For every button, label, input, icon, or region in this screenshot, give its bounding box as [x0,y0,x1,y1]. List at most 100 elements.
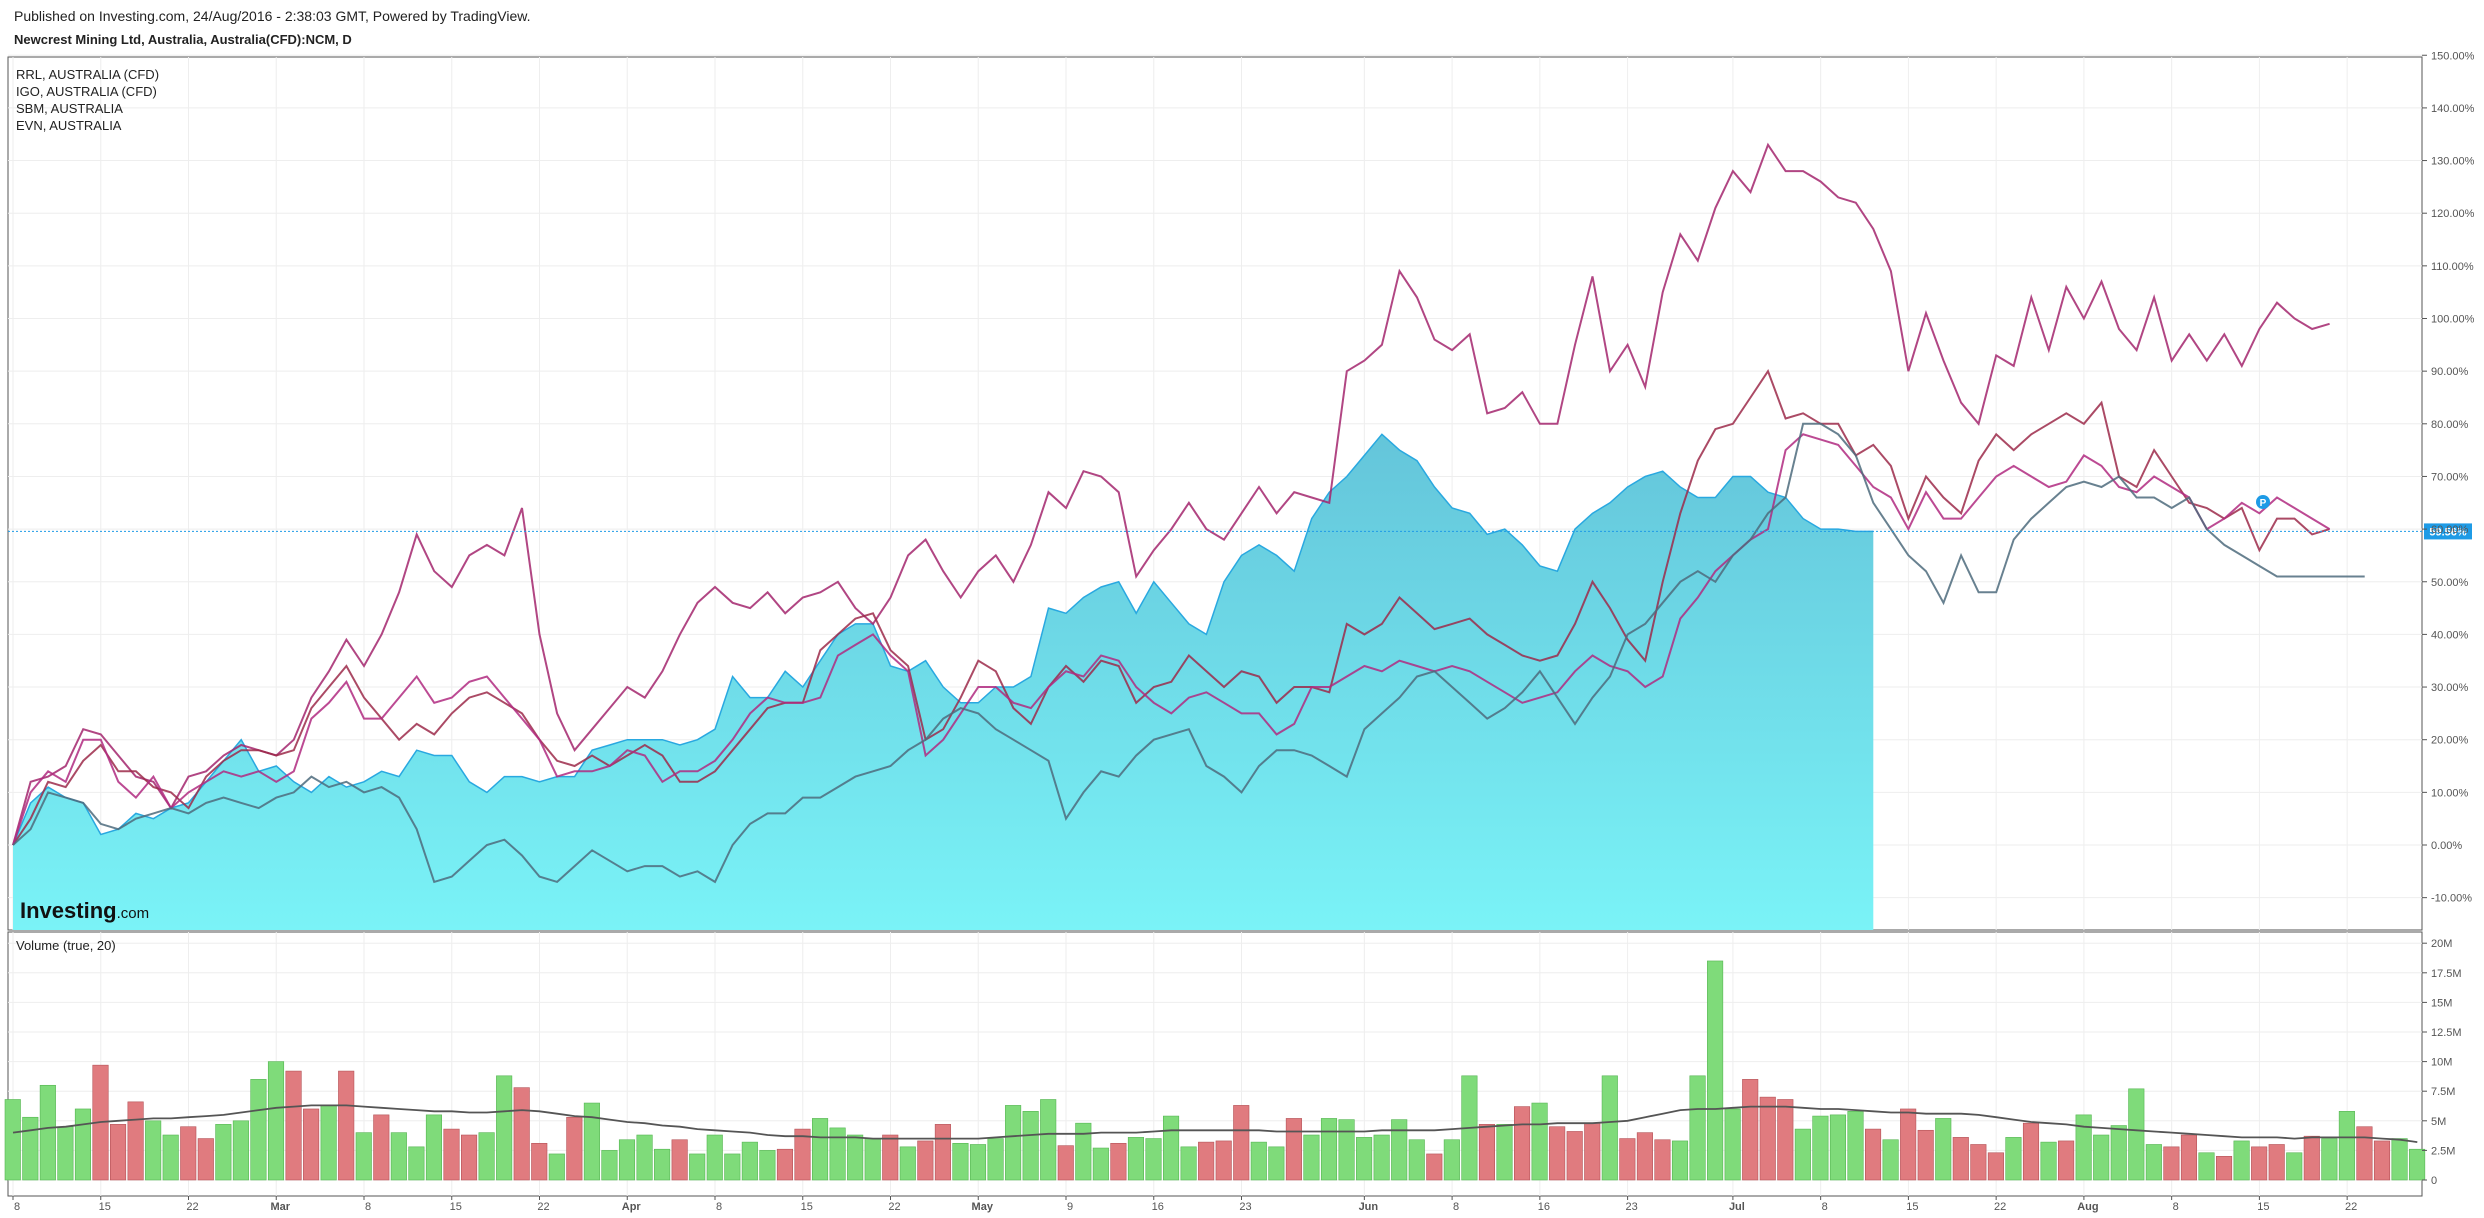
x-tick-label: 8 [365,1201,371,1213]
volume-y-tick-label: 0 [2431,1175,2437,1187]
volume-bar [1250,1141,1267,1181]
volume-bar [829,1127,846,1181]
volume-bar [197,1138,214,1181]
volume-bar [1233,1105,1250,1181]
volume-y-tick-label: 15M [2431,997,2452,1009]
volume-bar [1478,1124,1495,1181]
volume-bar [636,1134,653,1181]
investing-logo[interactable]: Investing.com [20,898,149,924]
last-price-badge [2424,523,2472,540]
x-tick-label: 22 [888,1201,900,1213]
x-tick-label: Apr [622,1201,642,1213]
volume-bar [1391,1119,1408,1181]
volume-bar [460,1134,478,1181]
volume-bar [355,1132,372,1181]
x-tick-label: 15 [801,1201,813,1213]
volume-bar [969,1144,987,1181]
volume-bar [689,1153,706,1181]
volume-bar [1952,1137,1969,1181]
x-tick-label: 22 [2345,1201,2357,1213]
volume-bar [2303,1135,2320,1181]
volume-bar [1514,1106,1531,1181]
volume-bar [1092,1147,1109,1181]
volume-bar [794,1128,811,1181]
volume-bar [1163,1115,1180,1181]
volume-bar [2251,1146,2268,1181]
volume-bar [267,1061,285,1181]
chart-symbol-title: Newcrest Mining Ltd, Australia, Australi… [14,32,352,47]
x-tick-label: 22 [186,1201,198,1213]
volume-bar [1127,1137,1144,1181]
volume-bar [1285,1118,1302,1181]
volume-bar [162,1134,179,1181]
x-tick-label: 8 [1453,1201,1459,1213]
volume-bar [1759,1096,1776,1181]
volume-bar [531,1142,548,1181]
volume-bar [1356,1137,1373,1181]
volume-bar [1320,1118,1338,1181]
y-tick-label: 80.00% [2431,419,2469,431]
logo-suffix: .com [116,905,150,922]
volume-y-tick-label: 5M [2431,1116,2446,1128]
legend-item-evn: EVN, AUSTRALIA [16,118,122,133]
series-line-igo [12,369,2330,846]
x-tick-label: 16 [1538,1201,1550,1213]
volume-bar [1935,1118,1952,1181]
area-series-line [12,433,1874,846]
volume-bar [671,1139,688,1181]
volume-bar [127,1101,144,1181]
volume-bar [741,1141,758,1181]
volume-bar [566,1116,583,1181]
y-tick-label: -10.00% [2431,893,2472,905]
volume-bar [39,1084,56,1181]
x-tick-label: 8 [1822,1201,1828,1213]
y-tick-label: 40.00% [2431,629,2469,641]
volume-bar [776,1148,794,1181]
volume-bar [320,1105,337,1181]
series-line-sbm [12,433,2331,846]
volume-y-tick-label: 17.5M [2431,968,2462,980]
volume-bar [2128,1088,2145,1181]
volume-bar [1619,1138,1636,1181]
volume-y-tick-label: 2.5M [2431,1145,2455,1157]
volume-bar [2338,1111,2355,1181]
volume-bar [4,1099,21,1181]
volume-bar [706,1134,723,1181]
volume-bar [1865,1128,1882,1181]
y-tick-label: 90.00% [2431,366,2469,378]
volume-y-tick-label: 10M [2431,1057,2452,1069]
volume-bar [303,1108,320,1181]
x-tick-label: Mar [270,1201,290,1213]
volume-bar [74,1108,91,1181]
volume-bar [145,1120,162,1181]
volume-bar [1075,1122,1092,1181]
volume-bar [2233,1140,2250,1181]
volume-bar [110,1124,127,1181]
x-tick-label: 8 [716,1201,722,1213]
volume-bar [917,1140,934,1181]
volume-bar [1338,1119,1355,1181]
volume-bar [1654,1139,1671,1181]
y-tick-label: 110.00% [2431,261,2474,273]
volume-bar [987,1138,1004,1181]
volume-bar [2163,1146,2180,1181]
x-tick-label: 23 [1625,1201,1637,1213]
volume-bar [1443,1139,1460,1181]
x-tick-label: 15 [450,1201,462,1213]
legend-item-sbm: SBM, AUSTRALIA [16,101,123,116]
volume-bar [2040,1141,2057,1181]
volume-ma-line [12,1104,2418,1143]
volume-bar [1040,1099,1057,1181]
volume-bar [1970,1144,1987,1181]
volume-y-tick-label: 7.5M [2431,1086,2455,1098]
volume-bar [285,1070,302,1181]
volume-bar [1268,1146,1285,1181]
volume-bar [1847,1111,1864,1181]
volume-bar [390,1132,407,1181]
y-tick-label: 30.00% [2431,682,2469,694]
x-tick-label: May [972,1201,994,1213]
volume-bar [2145,1144,2162,1181]
volume-bar [1145,1138,1162,1181]
volume-bar [1636,1132,1653,1181]
